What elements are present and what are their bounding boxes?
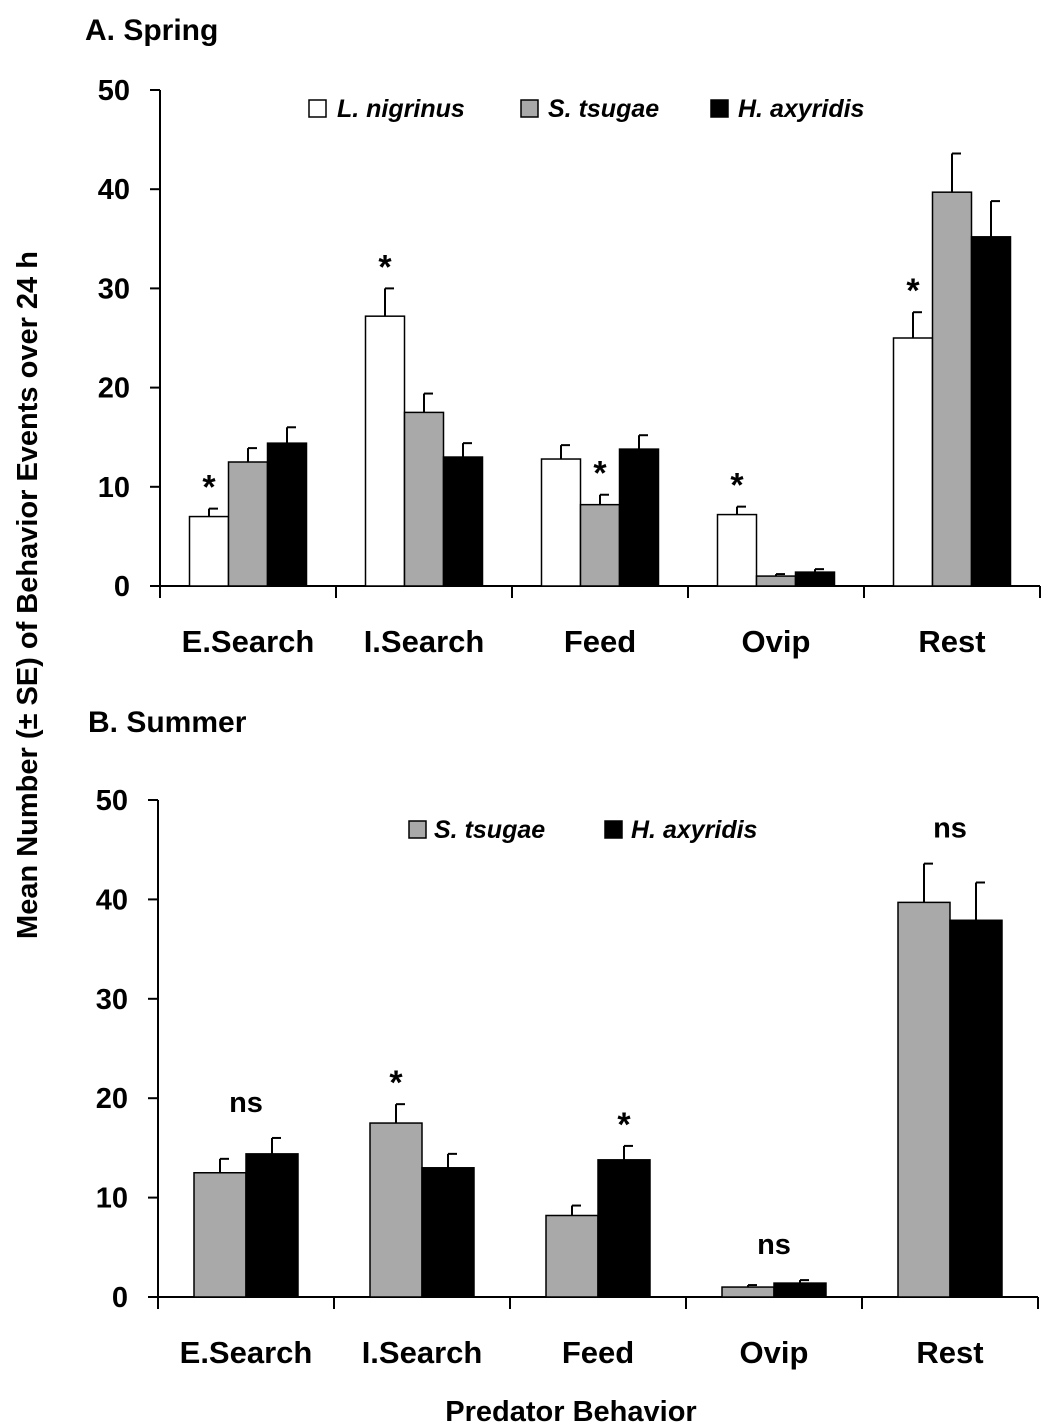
panel-b-category-label: Rest bbox=[916, 1335, 983, 1370]
panel-b-bar-isearch-haxyridis bbox=[421, 1167, 475, 1298]
panel-b-significance-star: * bbox=[617, 1106, 631, 1144]
panel-a-title: A. Spring bbox=[85, 14, 218, 47]
panel-a-legend: L. nigrinus S. tsugae H. axyridis bbox=[308, 95, 865, 123]
panel-a-legend-label: S. tsugae bbox=[548, 95, 659, 123]
panel-b-ns-label: ns bbox=[229, 1087, 263, 1119]
panel-b-bar-feed-haxyridis bbox=[597, 1159, 651, 1298]
panel-b-category-label: I.Search bbox=[362, 1335, 483, 1370]
panel-a-spring: A. Spring 0 10 20 30 40 50 E.Search * I.Search * Fe… bbox=[85, 14, 1041, 659]
panel-b-bar-rest-stsugae bbox=[897, 901, 951, 1298]
panel-a-y-tick-label: 30 bbox=[98, 273, 130, 305]
panel-a-significance-star: * bbox=[378, 248, 392, 286]
panel-b-summer: B. Summer 0 10 20 30 40 50 E.Search ns I.Search * F… bbox=[88, 706, 1039, 1370]
panel-a-category-label: Rest bbox=[918, 624, 985, 659]
panel-b-y-tick-label: 50 bbox=[96, 785, 128, 817]
panel-b-bar-esearch-haxyridis bbox=[245, 1153, 299, 1298]
panel-b-legend-swatch bbox=[604, 820, 623, 839]
panel-a-bar-esearch-lnigrinus bbox=[188, 515, 230, 587]
panel-b-legend-label: H. axyridis bbox=[631, 816, 758, 844]
panel-b-y-tick-label: 10 bbox=[96, 1183, 128, 1215]
panel-a-bar-rest-haxyridis bbox=[970, 236, 1012, 587]
panel-a-legend-label: L. nigrinus bbox=[337, 95, 465, 123]
panel-b-y-tick-label: 20 bbox=[96, 1083, 128, 1115]
panel-a-significance-star: * bbox=[593, 455, 607, 493]
panel-b-bar-rest-haxyridis bbox=[949, 919, 1003, 1298]
panel-a-bar-rest-lnigrinus bbox=[892, 337, 934, 587]
panel-b-bar-feed-stsugae bbox=[545, 1214, 599, 1298]
panel-a-bar-feed-lnigrinus bbox=[540, 458, 582, 587]
panel-b-significance-star: * bbox=[389, 1064, 403, 1102]
panel-b-title: B. Summer bbox=[88, 706, 247, 739]
panel-a-bar-esearch-haxyridis bbox=[266, 442, 308, 587]
panel-b-y-tick-label: 40 bbox=[96, 884, 128, 916]
panel-a-y-tick-label: 20 bbox=[98, 373, 130, 405]
panel-a-legend-swatch bbox=[710, 99, 729, 118]
panel-a-bar-ovip-stsugae bbox=[755, 575, 797, 587]
panel-b-bar-ovip-haxyridis bbox=[773, 1282, 827, 1298]
panel-b-category-label: E.Search bbox=[180, 1335, 313, 1370]
panel-b-y-tick-label: 30 bbox=[96, 984, 128, 1016]
panel-a-y-tick-label: 40 bbox=[98, 174, 130, 206]
panel-a-category-label: Ovip bbox=[742, 624, 811, 659]
panel-a-bar-rest-stsugae bbox=[931, 191, 973, 587]
panel-a-bar-isearch-stsugae bbox=[403, 411, 445, 587]
panel-a-significance-star: * bbox=[730, 467, 744, 505]
panel-a-bar-feed-haxyridis bbox=[618, 448, 660, 587]
panel-b-legend-swatch bbox=[408, 820, 427, 839]
panel-a-bar-ovip-lnigrinus bbox=[716, 513, 758, 587]
panel-b-category-label: Ovip bbox=[740, 1335, 809, 1370]
panel-a-bar-isearch-haxyridis bbox=[442, 456, 484, 587]
panel-a-y-tick-label: 10 bbox=[98, 472, 130, 504]
x-axis-title: Predator Behavior bbox=[445, 1396, 696, 1425]
panel-a-significance-star: * bbox=[906, 272, 920, 310]
panel-a-significance-star: * bbox=[202, 469, 216, 507]
y-axis-title: Mean Number (± SE) of Behavior Events ov… bbox=[12, 251, 44, 939]
panel-a-bar-feed-stsugae bbox=[579, 503, 621, 587]
panel-a-category-label: Feed bbox=[564, 624, 636, 659]
panel-b-y-tick-label: 0 bbox=[112, 1282, 128, 1314]
panel-a-bar-ovip-haxyridis bbox=[794, 571, 836, 587]
panel-b-bar-esearch-stsugae bbox=[193, 1172, 247, 1298]
panel-b-category-label: Feed bbox=[562, 1335, 634, 1370]
panel-b-bar-isearch-stsugae bbox=[369, 1122, 423, 1298]
panel-a-legend-label: H. axyridis bbox=[738, 95, 865, 123]
panel-b-legend-label: S. tsugae bbox=[434, 816, 545, 844]
panel-a-bar-esearch-stsugae bbox=[227, 461, 269, 587]
panel-a-bar-isearch-lnigrinus bbox=[364, 315, 406, 587]
panel-a-category-label: I.Search bbox=[364, 624, 485, 659]
panel-a-y-tick-label: 50 bbox=[98, 75, 130, 107]
panel-b-ns-label: ns bbox=[933, 813, 967, 845]
panel-a-legend-swatch bbox=[520, 99, 539, 118]
panel-b-bar-ovip-stsugae bbox=[721, 1286, 775, 1298]
panel-b-legend: S. tsugae H. axyridis bbox=[408, 816, 758, 844]
panel-a-y-tick-label: 0 bbox=[114, 571, 130, 603]
panel-a-legend-swatch bbox=[308, 99, 327, 118]
panel-a-category-label: E.Search bbox=[182, 624, 315, 659]
panel-b-ns-label: ns bbox=[757, 1229, 791, 1261]
